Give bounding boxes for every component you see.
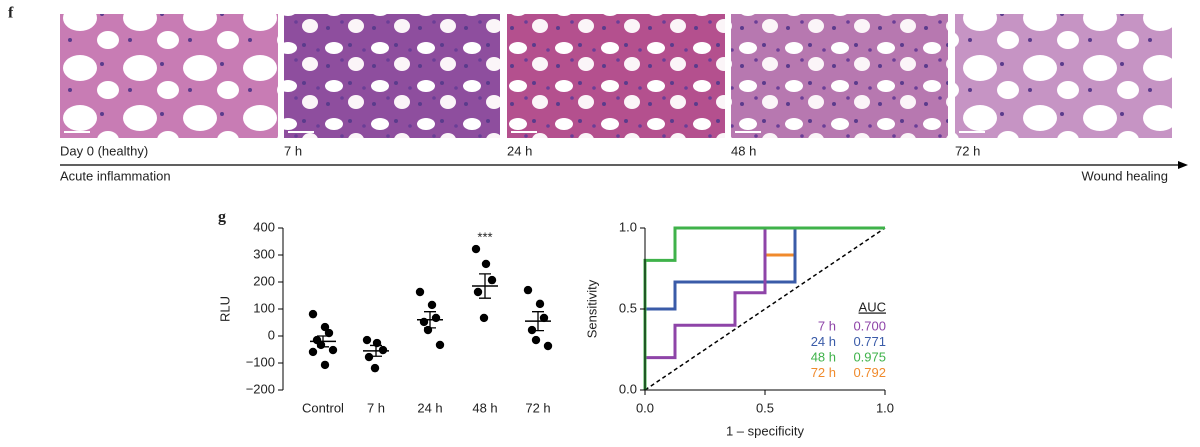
legend-name: 48 h [811, 349, 836, 364]
data-point [539, 313, 549, 323]
data-point [481, 259, 491, 269]
legend-title: AUC [859, 299, 886, 314]
data-point [364, 352, 374, 362]
legend-name: 72 h [811, 365, 836, 380]
y-tick-label: 0.0 [619, 381, 637, 396]
caption: 24 h [507, 143, 532, 158]
data-point [320, 360, 330, 370]
data-point [378, 345, 388, 355]
x-tick-label: 24 h [417, 400, 442, 415]
data-point [419, 317, 429, 327]
data-point [370, 363, 380, 373]
caption: 7 h [284, 143, 302, 158]
y-axis-label: Sensitivity [584, 279, 599, 338]
data-point [320, 322, 330, 332]
caption: 48 h [731, 143, 756, 158]
legend-auc: 0.975 [853, 349, 886, 364]
error-bar [317, 335, 329, 348]
data-point [435, 340, 445, 350]
y-tick-label: −100 [246, 354, 275, 369]
data-point [308, 309, 318, 319]
y-tick-label: 0.5 [619, 300, 637, 315]
histology-images [60, 14, 1172, 138]
data-point [523, 285, 533, 295]
error-bar [532, 311, 544, 332]
y-tick-label: 1.0 [619, 219, 637, 234]
data-point [531, 335, 541, 345]
y-tick-label: 400 [253, 219, 275, 234]
data-point [471, 244, 481, 254]
error-bar [479, 273, 491, 299]
caption: Day 0 (healthy) [60, 143, 148, 158]
y-tick-label: −200 [246, 381, 275, 396]
y-tick-label: 0 [268, 327, 275, 342]
data-point [473, 287, 483, 297]
timeline-start: Acute inflammation [60, 168, 171, 183]
data-point [415, 287, 425, 297]
histology-texture [284, 14, 500, 138]
x-axis-label: 1 – specificity [726, 423, 805, 438]
x-tick-label: 7 h [367, 400, 385, 415]
histology-texture [731, 14, 948, 138]
data-point [427, 300, 437, 310]
legend-auc: 0.792 [853, 365, 886, 380]
y-tick-label: 200 [253, 273, 275, 288]
annotation: *** [477, 229, 492, 244]
data-point [543, 341, 553, 351]
legend-auc: 0.771 [853, 334, 886, 349]
diagonal [644, 227, 886, 391]
error-bar [424, 311, 436, 329]
y-tick-label: 300 [253, 246, 275, 261]
timeline-end: Wound healing [1082, 168, 1169, 183]
x-tick-label: Control [302, 400, 344, 415]
y-axis-label: RLU [217, 296, 232, 322]
data-point [324, 328, 334, 338]
legend-name: 24 h [811, 334, 836, 349]
caption: 72 h [955, 143, 980, 158]
data-point [308, 347, 318, 357]
panel-label: g [218, 209, 226, 226]
panel-label: f [8, 5, 14, 22]
data-point [535, 299, 545, 309]
roc-curve [643, 226, 885, 390]
histology-texture [507, 14, 725, 138]
histology-texture [955, 14, 1172, 138]
x-tick-label: 48 h [472, 400, 497, 415]
arrow-head [1178, 161, 1188, 169]
legend-auc: 0.700 [853, 318, 886, 333]
data-point [362, 335, 372, 345]
histology-texture [60, 14, 278, 138]
data-point [431, 313, 441, 323]
x-tick-label: 0.5 [756, 400, 774, 415]
error-bar [370, 344, 382, 357]
x-tick-label: 0.0 [636, 400, 654, 415]
x-tick-label: 1.0 [876, 400, 894, 415]
data-point [487, 275, 497, 285]
y-tick-label: 100 [253, 300, 275, 315]
data-point [423, 325, 433, 335]
data-point [479, 313, 489, 323]
data-point [328, 345, 338, 355]
x-tick-label: 72 h [525, 400, 550, 415]
legend-name: 7 h [818, 318, 836, 333]
